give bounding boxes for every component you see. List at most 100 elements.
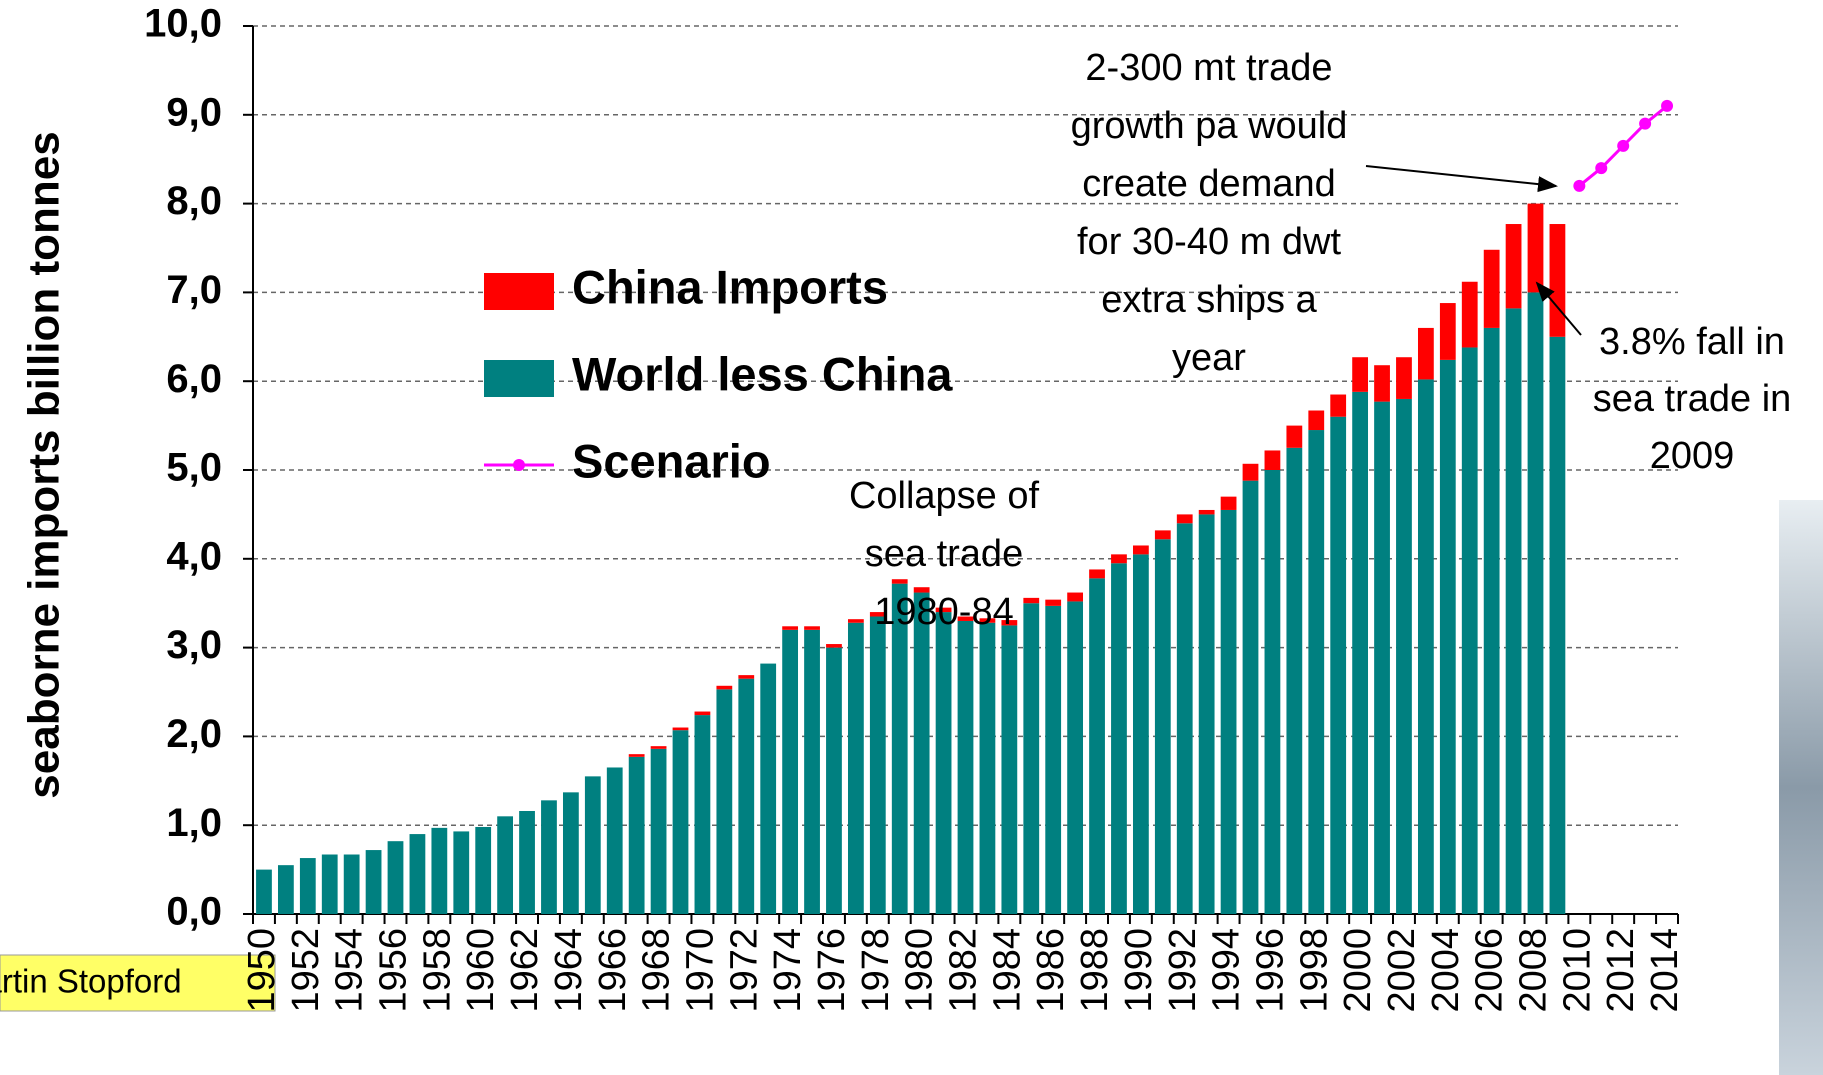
bar-segment [935, 607, 952, 613]
bar-segment [957, 620, 974, 914]
bar-segment [1374, 365, 1390, 402]
bar-segment [1198, 509, 1215, 515]
y-tick-label: 10,0 [144, 2, 222, 46]
bar-segment [869, 612, 886, 617]
legend-label: World less China [572, 347, 953, 400]
annotation: 2-300 mt trade [1085, 47, 1332, 89]
x-tick-label: 2006 [1469, 928, 1511, 1013]
y-tick-label: 9,0 [166, 90, 222, 134]
bar-segment [1483, 249, 1500, 328]
bar-segment [716, 685, 733, 690]
bar-segment [672, 727, 689, 731]
bar-segment [826, 644, 842, 648]
x-tick-label: 1966 [592, 928, 634, 1013]
bar-segment [1330, 416, 1347, 914]
bar-segment [1001, 625, 1018, 914]
x-tick-label: 1990 [1118, 928, 1160, 1013]
bar-segment [1242, 463, 1259, 481]
bar-segment [694, 711, 711, 716]
bar-segment [519, 810, 535, 914]
bar-segment [891, 583, 908, 914]
bar-segment [584, 776, 601, 914]
legend-swatch [484, 360, 554, 397]
bar-segment [1527, 292, 1544, 914]
plot [256, 99, 1674, 915]
x-tick-label: 1968 [636, 928, 678, 1013]
bar-segment [1461, 281, 1478, 348]
bar-segment [1439, 359, 1456, 914]
bar-segment [1352, 391, 1369, 915]
bar-segment [1111, 554, 1127, 564]
x-tick-label: 1964 [548, 928, 590, 1013]
bar-segment [891, 579, 908, 584]
bar-segment [847, 619, 864, 623]
scenario-point [1573, 179, 1586, 192]
bar-segment [957, 616, 974, 621]
x-tick-label: 1988 [1074, 928, 1116, 1013]
bar-segment [913, 592, 930, 914]
x-tick-label: 2000 [1337, 928, 1379, 1013]
bar-segment [716, 689, 733, 914]
bar-segment [1176, 523, 1193, 914]
y-tick-label: 8,0 [166, 179, 222, 223]
bar-segment [1527, 203, 1544, 293]
bar-segment [277, 865, 294, 914]
bar-segment [1132, 554, 1149, 914]
x-tick-label: 2012 [1600, 928, 1642, 1013]
credit: Martin Stopford [0, 963, 182, 1000]
bar-segment [672, 730, 689, 914]
bar-segment [804, 626, 820, 630]
bar-segment [1264, 470, 1281, 914]
bar-segment [409, 834, 426, 914]
bar-segment [1505, 224, 1522, 309]
bar-segment [1067, 592, 1084, 602]
bar-segment [1461, 347, 1478, 914]
bar-segment [1089, 569, 1105, 579]
bar-segment [1396, 357, 1412, 399]
credit-box [0, 954, 276, 1012]
bar-segment [826, 647, 842, 914]
bar-segment [738, 678, 755, 914]
y-tick-label: 3,0 [166, 623, 222, 667]
y-axis-title: seaborne imports billion tonnes [20, 131, 69, 798]
x-tick-label: 1960 [460, 928, 502, 1013]
y-tick-label: 0,0 [166, 890, 222, 934]
legend-label: Scenario [572, 434, 771, 487]
x-tick-label: 1974 [767, 928, 809, 1013]
bar-segment [1264, 450, 1281, 470]
annotation: 1980-84 [874, 591, 1013, 633]
bar-segment [1352, 357, 1369, 392]
bar-segment [1089, 578, 1105, 914]
legend-swatch [484, 273, 554, 310]
bar-segment [1308, 430, 1325, 914]
x-tick-label: 2002 [1381, 928, 1423, 1013]
bar-segment [869, 616, 886, 914]
bar-segment [1154, 539, 1171, 914]
x-tick-label: 1956 [373, 928, 415, 1013]
bar-segment [1242, 480, 1259, 914]
bar-segment [804, 629, 820, 914]
bar-segment [1220, 509, 1237, 914]
y-tick-label: 1,0 [166, 801, 222, 845]
arrow [1365, 165, 1558, 193]
x-tick-label: 1984 [986, 928, 1028, 1013]
bar-segment [628, 754, 645, 757]
annotation: sea trade in [1593, 378, 1792, 420]
bar-segment [1374, 401, 1390, 914]
x-tick-label: 1980 [899, 928, 941, 1013]
bar-segment [760, 663, 777, 914]
y-tick-label: 4,0 [166, 534, 222, 578]
x-tick-label: 1986 [1030, 928, 1072, 1013]
y-tick-label: 5,0 [166, 446, 222, 490]
annotation: extra ships a [1101, 279, 1317, 321]
bar-segment [1417, 327, 1434, 380]
bar-segment [1330, 394, 1347, 417]
annotation: year [1172, 337, 1246, 379]
x-tick-label: 2010 [1556, 928, 1598, 1013]
bar-segment [628, 756, 645, 914]
bar-segment [1417, 379, 1434, 914]
bar-segment [1045, 599, 1062, 606]
bar-segment [1023, 603, 1040, 914]
annotation: create demand [1082, 163, 1336, 205]
